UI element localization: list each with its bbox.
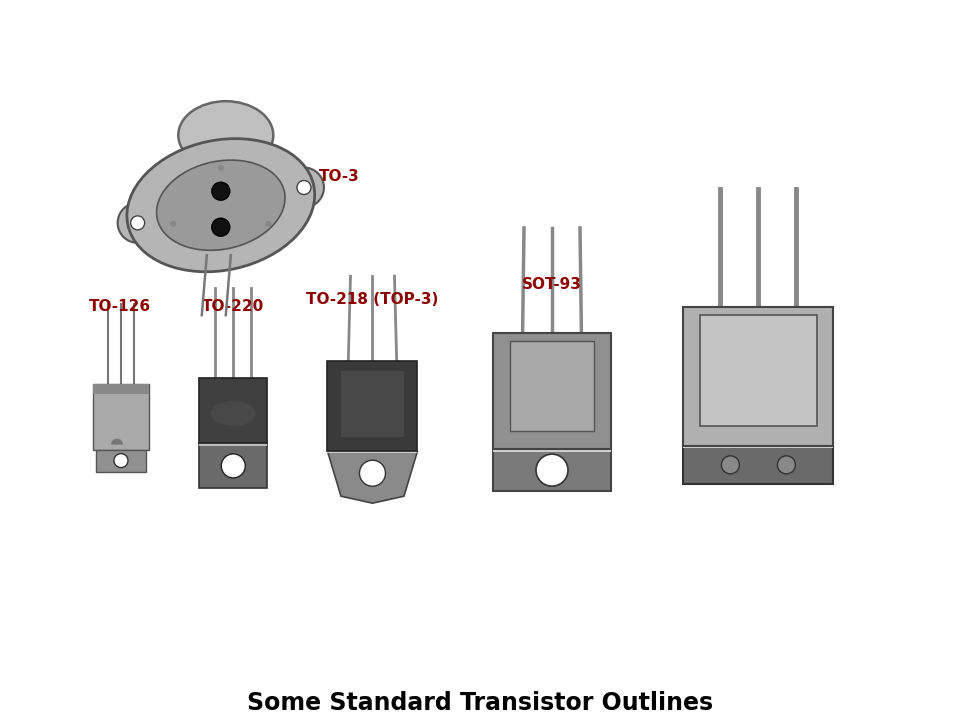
Bar [493, 333, 611, 449]
Circle shape [118, 203, 157, 243]
Circle shape [131, 216, 145, 230]
Bar [510, 341, 594, 431]
Circle shape [212, 182, 229, 200]
Ellipse shape [211, 401, 255, 426]
Bar [341, 371, 404, 437]
Bar [200, 379, 267, 444]
Text: TO-218 (TOP-3): TO-218 (TOP-3) [306, 292, 439, 307]
Bar [200, 444, 267, 488]
Text: SOT-93: SOT-93 [522, 277, 582, 292]
Text: Some Standard Transistor Outlines: Some Standard Transistor Outlines [247, 691, 713, 715]
Ellipse shape [156, 160, 285, 251]
Circle shape [536, 454, 568, 486]
Bar [684, 307, 833, 446]
Circle shape [221, 454, 246, 478]
Circle shape [218, 165, 224, 171]
Circle shape [114, 454, 128, 467]
Circle shape [778, 456, 796, 474]
Ellipse shape [127, 139, 315, 271]
Circle shape [721, 456, 739, 474]
Text: TO-220: TO-220 [203, 299, 264, 314]
Bar [93, 384, 149, 449]
Text: TO-264: TO-264 [728, 320, 789, 336]
Circle shape [284, 168, 324, 207]
Bar [493, 449, 611, 491]
Polygon shape [327, 451, 418, 503]
Bar [493, 442, 611, 452]
Bar [327, 444, 418, 453]
Circle shape [265, 221, 272, 227]
Bar [93, 384, 149, 394]
Text: TO-3: TO-3 [319, 169, 359, 184]
Wedge shape [111, 438, 123, 444]
Bar [684, 446, 833, 484]
Circle shape [359, 460, 386, 486]
Bar [684, 440, 833, 448]
Ellipse shape [179, 102, 274, 169]
Bar [96, 449, 146, 472]
Bar [327, 361, 418, 451]
Bar [200, 438, 267, 446]
Circle shape [212, 218, 229, 236]
Circle shape [297, 181, 311, 194]
Text: TO-126: TO-126 [89, 299, 151, 314]
Circle shape [170, 221, 177, 227]
Bar [700, 315, 817, 426]
